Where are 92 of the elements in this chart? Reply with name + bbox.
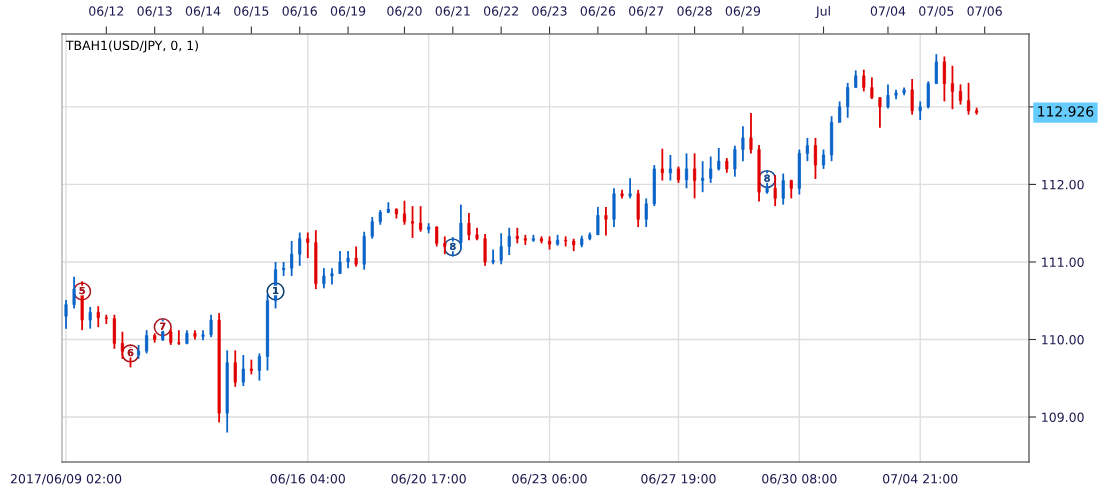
category-label: 07/06 (967, 6, 1002, 17)
candlestick (596, 206, 600, 236)
candlestick (660, 147, 664, 182)
candlestick (96, 305, 100, 328)
candlestick (338, 250, 342, 275)
candlestick (958, 83, 963, 106)
candlestick (435, 225, 439, 248)
category-label: 06/20 (387, 6, 422, 17)
candlestick (862, 68, 866, 93)
candlestick (846, 81, 850, 119)
candlestick (701, 160, 705, 194)
candlestick (354, 245, 358, 268)
chart-title: TBAH1(USD/JPY, 0, 1) (65, 40, 198, 53)
candlestick (483, 233, 487, 267)
candlestick (813, 136, 818, 180)
x-tick-label: 06/30 08:00 (762, 474, 837, 485)
candlestick (233, 349, 237, 388)
candlestick (749, 112, 753, 155)
candlestick (950, 64, 954, 111)
candlestick (177, 329, 181, 346)
candlestick (781, 172, 785, 206)
x-tick-label: 06/20 17:00 (391, 474, 466, 485)
x-tick-label: 06/27 19:00 (641, 474, 716, 485)
x-tick-label: 06/16 04:00 (270, 474, 345, 485)
candlestick (684, 152, 689, 190)
candlestick (668, 154, 672, 182)
candlestick (507, 226, 511, 256)
category-label: 06/13 (137, 6, 172, 17)
candlestick (322, 267, 326, 290)
x-tick-label: 07/04 21:00 (883, 474, 958, 485)
candlestick (410, 205, 415, 239)
candlestick (306, 231, 310, 259)
category-label: 06/28 (677, 6, 712, 17)
candlestick (402, 199, 407, 226)
candlestick (967, 81, 971, 116)
category-label: 06/22 (483, 6, 518, 17)
candlestick (241, 354, 245, 387)
candlestick (910, 78, 914, 116)
x-tick-label: 06/23 06:00 (512, 474, 587, 485)
category-label: 06/16 (282, 6, 317, 17)
category-label: 06/15 (234, 6, 269, 17)
candlestick (886, 83, 890, 110)
category-label: 06/23 (532, 6, 567, 17)
y-tick-label: 112.00 (1042, 179, 1084, 190)
candlestick (805, 136, 809, 163)
series-label: 5 (79, 287, 85, 295)
candlestick (459, 203, 463, 251)
category-label: Jul (815, 6, 830, 19)
candlestick (878, 96, 882, 129)
candlestick (257, 352, 261, 382)
candlestick (709, 155, 713, 184)
candlestick (693, 152, 697, 200)
candlestick (733, 144, 737, 178)
candlestick (298, 231, 302, 267)
text: 112.926 (1038, 106, 1094, 117)
category-label: 06/14 (185, 6, 221, 17)
candlestick (918, 100, 922, 121)
candlestick (419, 205, 423, 233)
candlestick (120, 330, 124, 360)
candlestick (628, 177, 632, 200)
category-label: 07/04 (870, 6, 906, 17)
category-label: 06/21 (435, 6, 470, 17)
candlestick (370, 216, 374, 240)
category-label: 06/26 (580, 6, 616, 17)
candlestick (72, 275, 76, 310)
category-label: 07/05 (919, 6, 954, 17)
category-label: 06/12 (89, 6, 124, 17)
candlestick (773, 174, 777, 208)
category-label: 06/27 (629, 6, 664, 17)
y-tick-label: 110.00 (1042, 334, 1084, 345)
candlestick (870, 76, 874, 101)
candlestick (926, 80, 930, 110)
x-tick-label: 2017/06/09 02:00 (10, 474, 122, 485)
candlestick (64, 299, 68, 330)
series-label: 1 (273, 287, 279, 295)
candlestick (145, 329, 149, 355)
candlestick (88, 306, 92, 330)
category-label: 06/29 (725, 6, 761, 17)
candlestick (499, 232, 503, 266)
y-tick-label: 111.00 (1042, 257, 1084, 267)
candlestick (644, 197, 648, 228)
candlestick (467, 212, 471, 242)
candlestick (934, 53, 938, 85)
y-tick-label: 109.00 (1042, 412, 1084, 422)
candlestick (741, 125, 745, 163)
category-label: 06/19 (330, 6, 366, 17)
candlestick (604, 206, 608, 237)
candlestick (821, 148, 826, 170)
candlestick (209, 313, 213, 339)
candlestick (942, 55, 946, 103)
candlestick (290, 240, 294, 277)
candlestick (838, 100, 842, 124)
